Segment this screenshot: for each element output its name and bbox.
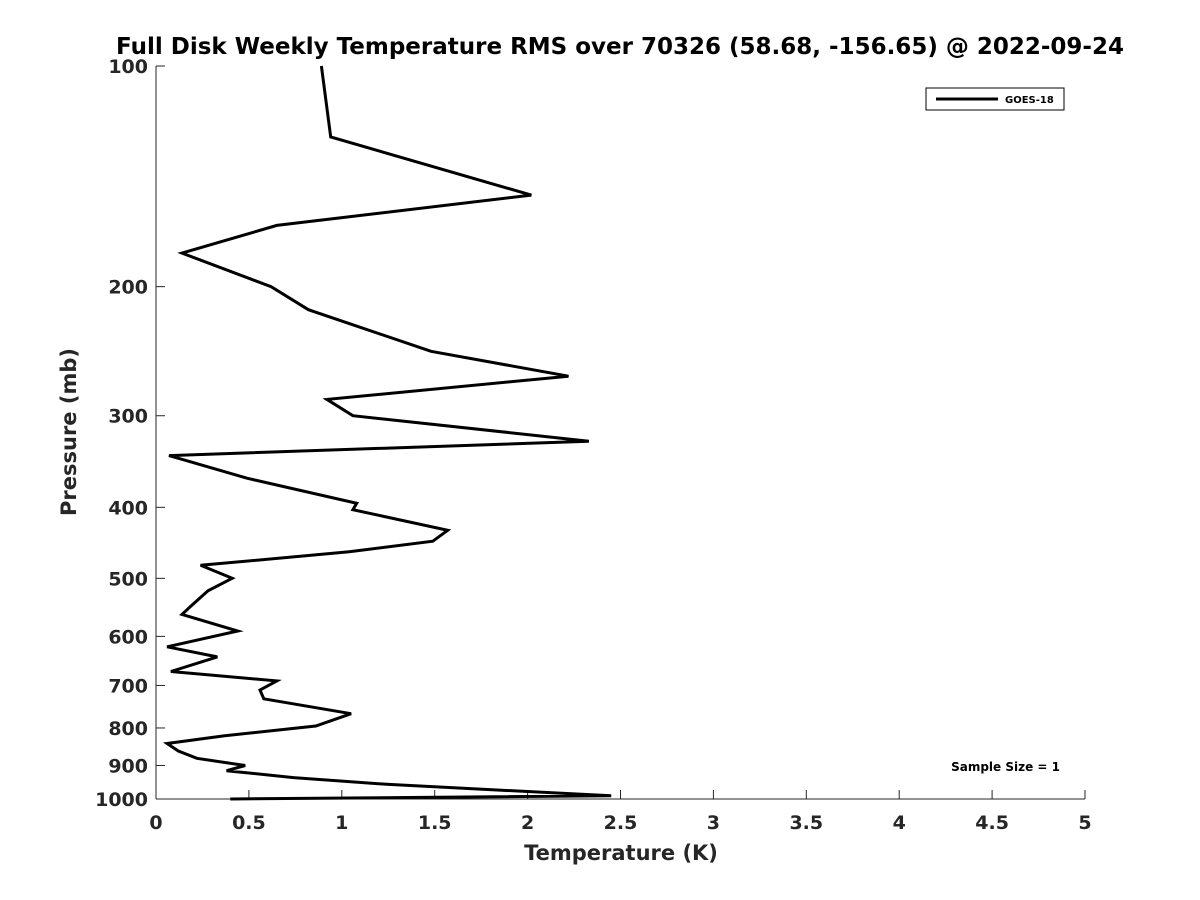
x-tick-label: 4 bbox=[893, 812, 906, 834]
y-axis-label: Pressure (mb) bbox=[57, 348, 81, 516]
x-tick-label: 3.5 bbox=[789, 812, 823, 834]
x-tick-label: 4.5 bbox=[975, 812, 1009, 834]
y-tick-label: 900 bbox=[108, 755, 148, 777]
y-tick-label: 500 bbox=[108, 568, 148, 590]
axis-ticks: 0 0.5 1 1.5 2 2.5 3 3.5 4 4.5 5 100 200 300 400 500 600 7… bbox=[95, 56, 1092, 834]
x-tick-label: 1.5 bbox=[418, 812, 452, 834]
x-tick-label: 0.5 bbox=[232, 812, 266, 834]
x-tick-label: 2.5 bbox=[604, 812, 638, 834]
y-tick-label: 100 bbox=[108, 56, 148, 78]
legend: GOES-18 bbox=[925, 87, 1065, 111]
y-tick-label: 600 bbox=[108, 626, 148, 648]
x-tick-label: 2 bbox=[521, 812, 534, 834]
chart-title: Full Disk Weekly Temperature RMS over 70… bbox=[116, 34, 1124, 60]
sample-size-annotation: Sample Size = 1 bbox=[951, 760, 1060, 774]
x-tick-label: 0 bbox=[149, 812, 162, 834]
y-tick-label: 400 bbox=[108, 497, 148, 519]
y-tick-label: 200 bbox=[108, 277, 148, 299]
series-layer bbox=[162, 65, 612, 801]
y-tick-label: 1000 bbox=[95, 789, 148, 811]
legend-label-goes-18: GOES-18 bbox=[1005, 95, 1054, 106]
x-tick-label: 3 bbox=[707, 812, 720, 834]
series-line-goes-18 bbox=[162, 65, 612, 801]
x-axis-label: Temperature (K) bbox=[524, 841, 718, 865]
y-tick-label: 700 bbox=[108, 675, 148, 697]
plot-axes bbox=[155, 66, 1085, 800]
x-tick-label: 5 bbox=[1078, 812, 1091, 834]
y-tick-label: 800 bbox=[108, 718, 148, 740]
y-tick-label: 300 bbox=[108, 406, 148, 428]
x-tick-label: 1 bbox=[335, 812, 348, 834]
